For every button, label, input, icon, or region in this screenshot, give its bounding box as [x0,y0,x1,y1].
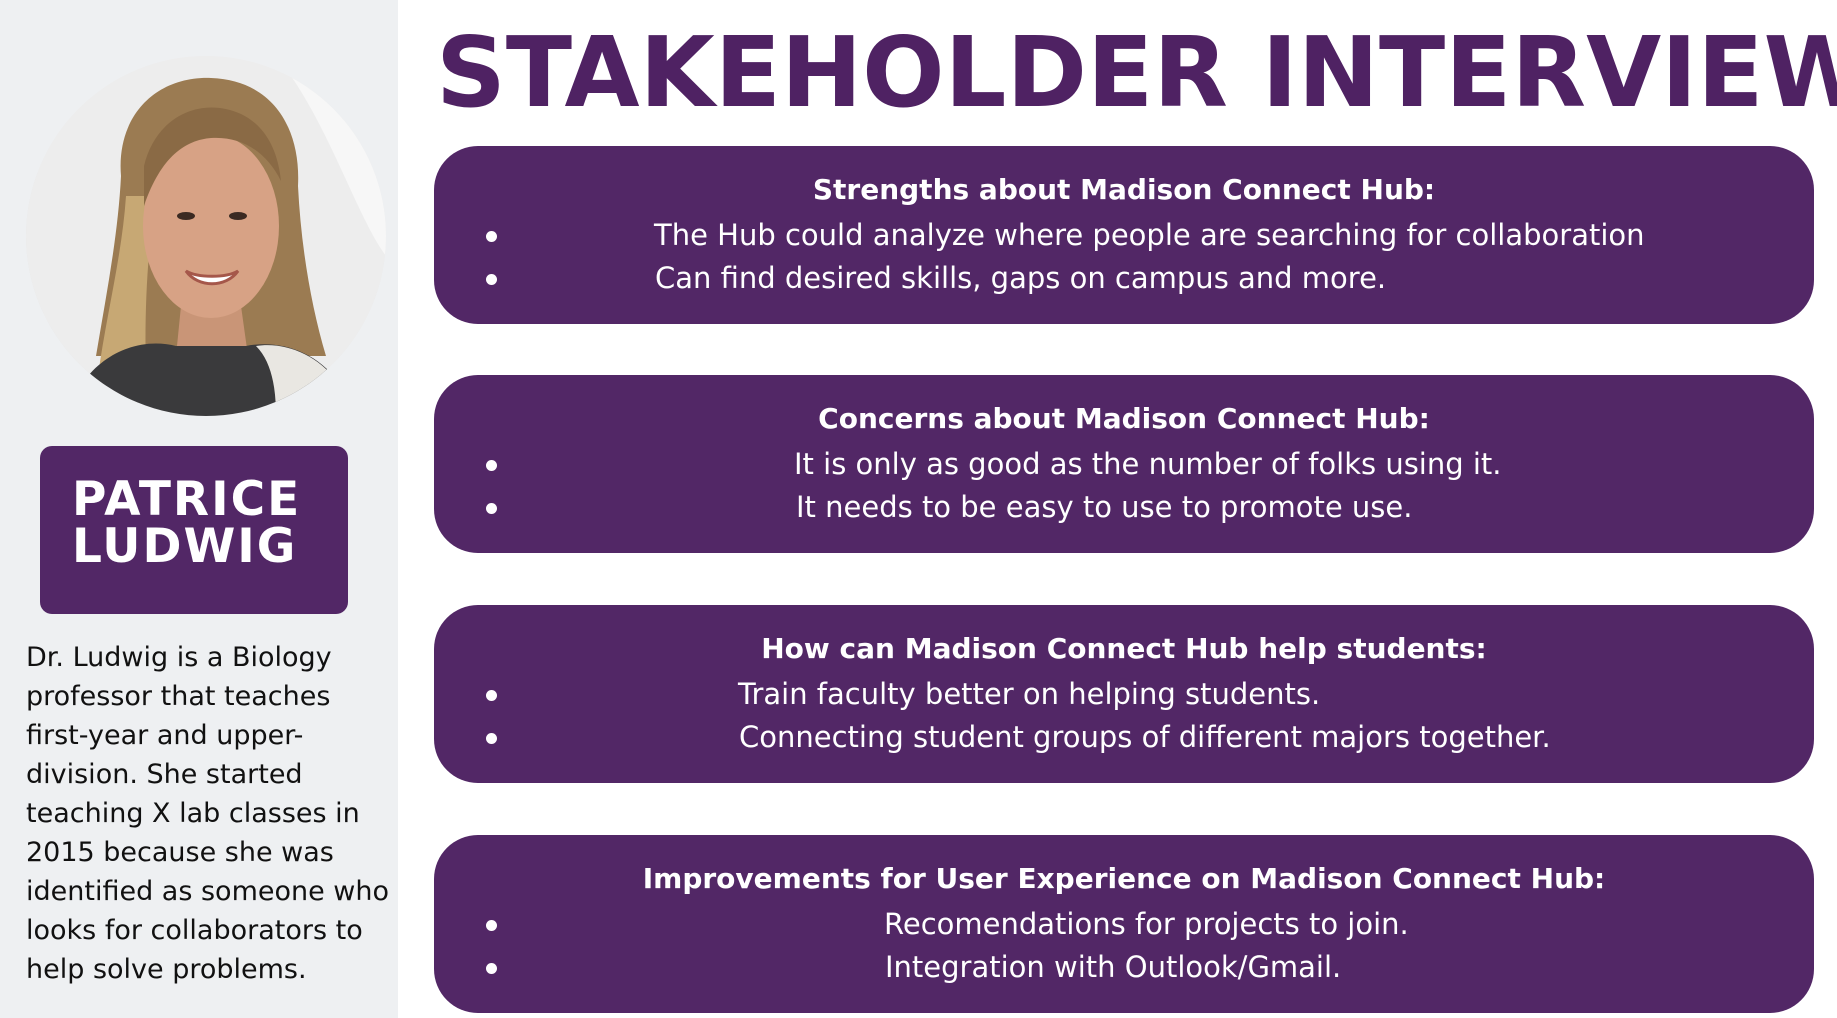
list-item-text: The Hub could analyze where people are s… [654,218,1645,252]
bullet-list: The Hub could analyze where people are s… [434,214,1814,300]
profile-sidebar: PATRICE LUDWIG Dr. Ludwig is a Biology p… [0,0,398,1018]
person-name: PATRICE LUDWIG [72,476,301,570]
bullet-icon [486,231,497,242]
section-heading: Improvements for User Experience on Madi… [642,862,1606,895]
list-item: Integration with Outlook/Gmail. [434,946,1814,989]
list-item: Recomendations for projects to join. [434,903,1814,946]
list-item-text: It needs to be easy to use to promote us… [796,490,1413,524]
list-item-text: Can find desired skills, gaps on campus … [655,261,1387,295]
list-item-text: Integration with Outlook/Gmail. [885,950,1342,984]
bullet-icon [486,963,497,974]
bullet-list: It is only as good as the number of folk… [434,443,1814,529]
list-item-text: Connecting student groups of different m… [739,720,1551,754]
profile-photo [26,56,386,416]
improvements-card: Improvements for User Experience on Madi… [434,835,1814,1013]
bio-text: Dr. Ludwig is a Biology professor that t… [26,642,390,985]
bullet-icon [486,690,497,701]
list-item-text: It is only as good as the number of folk… [794,447,1502,481]
students-help-card: How can Madison Connect Hub help student… [434,605,1814,783]
name-last: LUDWIG [72,519,298,574]
bullet-list: Train faculty better on helping students… [434,673,1814,759]
bullet-icon [486,460,497,471]
list-item: Train faculty better on helping students… [434,673,1814,716]
portrait-illustration [26,56,386,416]
name-card: PATRICE LUDWIG [40,446,348,614]
list-item: It needs to be easy to use to promote us… [434,486,1814,529]
list-item: Can find desired skills, gaps on campus … [434,257,1814,300]
bullet-icon [486,733,497,744]
name-first: PATRICE [72,472,302,527]
bullet-list: Recomendations for projects to join. Int… [434,903,1814,989]
concerns-card: Concerns about Madison Connect Hub: It i… [434,375,1814,553]
section-heading: Concerns about Madison Connect Hub: [818,402,1430,435]
bullet-icon [486,274,497,285]
strengths-card: Strengths about Madison Connect Hub: The… [434,146,1814,324]
bullet-icon [486,503,497,514]
section-heading: How can Madison Connect Hub help student… [761,632,1487,665]
list-item: Connecting student groups of different m… [434,716,1814,759]
list-item: It is only as good as the number of folk… [434,443,1814,486]
page-title: STAKEHOLDER INTERVIEW [436,16,1837,129]
list-item-text: Recomendations for projects to join. [884,907,1409,941]
list-item: The Hub could analyze where people are s… [434,214,1814,257]
list-item-text: Train faculty better on helping students… [738,677,1321,711]
bullet-icon [486,920,497,931]
section-heading: Strengths about Madison Connect Hub: [812,173,1436,206]
